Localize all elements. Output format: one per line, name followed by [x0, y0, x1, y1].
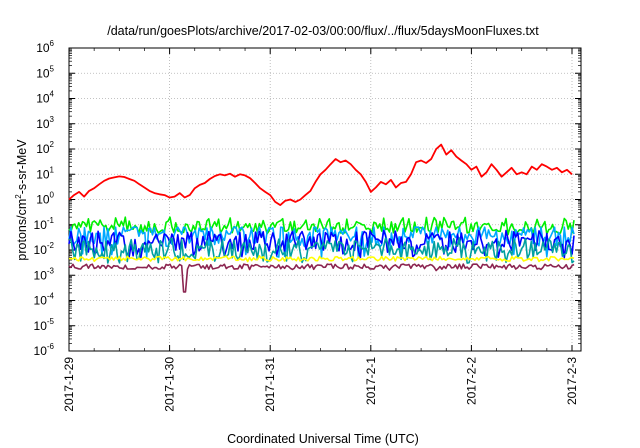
x-tick-label: 2017-1-31	[263, 357, 277, 412]
x-tick-labels: 2017-1-29 2017-1-30 2017-1-31 2017-2-1 2017-…	[62, 357, 579, 412]
y-tick-label: 105	[36, 64, 54, 80]
x-tick-label: 2017-2-2	[464, 357, 478, 405]
y-tick-label: 10-4	[34, 292, 55, 308]
y-tick-label: 106	[36, 39, 54, 55]
series-lines	[68, 143, 575, 293]
x-tick-label: 2017-1-30	[163, 357, 177, 412]
series-line-5	[68, 237, 575, 264]
y-tick-label: 10-3	[34, 266, 55, 282]
y-tick-label: 100	[36, 191, 54, 207]
x-tick-label: 2017-2-1	[364, 357, 378, 405]
series-line-6	[68, 255, 575, 263]
y-tick-label: 104	[36, 90, 54, 106]
grid-lines	[69, 48, 581, 351]
y-tick-label: 102	[36, 140, 54, 156]
x-tick-label: 2017-2-3	[565, 357, 579, 405]
chart-title: /data/run/goesPlots/archive/2017-02-03/0…	[107, 24, 539, 38]
y-tick-label: 10-1	[34, 216, 55, 232]
series-line-1	[68, 143, 573, 206]
x-axis-label: Coordinated Universal Time (UTC)	[227, 432, 419, 446]
y-tick-label: 101	[36, 165, 54, 181]
y-tick-label: 10-5	[34, 317, 55, 333]
y-axis-label: protons/cm2-s-sr-MeV	[14, 139, 29, 261]
x-tick-label: 2017-1-29	[62, 357, 76, 412]
series-line-7	[68, 263, 575, 293]
y-tick-label: 10-2	[34, 241, 55, 257]
y-tick-label: 103	[36, 115, 54, 131]
y-tick-label: 10-6	[34, 342, 55, 358]
y-tick-labels: 106 105 104 103 102 101 100 10-1 10-2 10-3 10-4 10-…	[34, 39, 55, 358]
